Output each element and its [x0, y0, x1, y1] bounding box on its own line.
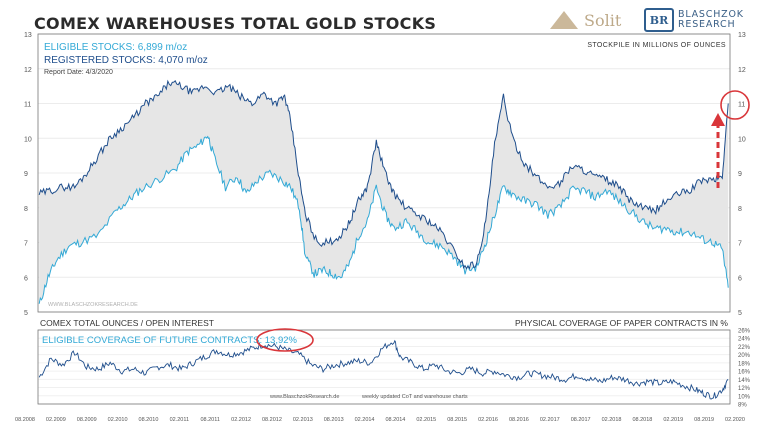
- blaschzok-logo: BR BLASCHZOK RESEARCH: [644, 6, 754, 34]
- chart-texts: ELIGIBLE STOCKS: 6,899 m/oz REGISTERED ST…: [40, 42, 728, 400]
- highlight-circle-stock: [720, 90, 750, 120]
- y-tick-label-left: 8: [24, 206, 28, 213]
- x-tick-label: 08.2014: [385, 417, 405, 423]
- x-axis: 08.2008 02.2009 08.2009 02.2010 08.2010 02.20…: [15, 417, 745, 423]
- x-tick-label: 02.2017: [540, 417, 560, 423]
- y-tick-label-right: 10: [738, 136, 746, 143]
- x-tick-label: 02.2014: [355, 417, 375, 423]
- y-tick-label-left: 10: [24, 136, 32, 143]
- top-panel-frame: [37, 33, 731, 313]
- area-between-series: [39, 80, 729, 304]
- y-tick-label-right: 5: [738, 310, 742, 317]
- x-tick-label: 08.2018: [632, 417, 652, 423]
- report-date: Report Date: 4/3/2020: [44, 69, 113, 76]
- series-line-coverage: [38, 339, 729, 400]
- y-tick-label-right: 12%: [738, 386, 751, 392]
- bottom-series-lines: [38, 339, 729, 400]
- y-tick-label-left: 9: [24, 171, 28, 178]
- y-tick-label-right: 20%: [738, 353, 751, 359]
- y-tick-label-left: 6: [24, 275, 28, 282]
- x-tick-label: 08.2017: [571, 417, 591, 423]
- solit-logo-text: Solit: [584, 10, 622, 30]
- y-tick-label-right: 26%: [738, 329, 751, 335]
- y-tick-label-right: 16%: [738, 370, 751, 376]
- bottom-panel-ylabel: PHYSICAL COVERAGE OF PAPER CONTRACTS IN …: [515, 318, 728, 328]
- bottom-panel-title: COMEX TOTAL OUNCES / OPEN INTEREST: [40, 318, 214, 328]
- x-tick-label: 08.2009: [77, 417, 97, 423]
- x-tick-label: 02.2013: [293, 417, 313, 423]
- x-tick-label: 02.2015: [416, 417, 436, 423]
- legend-registered: REGISTERED STOCKS: 4,070 m/oz: [44, 55, 208, 66]
- x-tick-label: 02.2016: [478, 417, 498, 423]
- y-tick-label-right: 8%: [738, 403, 747, 409]
- y-tick-label-left: 12: [24, 67, 32, 74]
- x-tick-label: 02.2012: [231, 417, 251, 423]
- footer-note: weekly updated CoT and warehouse charts: [361, 394, 468, 400]
- chart-frames: [37, 33, 731, 405]
- blaschzok-logo-text: BLASCHZOK RESEARCH: [678, 10, 744, 30]
- chart-title: COMEX WAREHOUSES TOTAL GOLD STOCKS: [34, 14, 437, 33]
- watermark: WWW.BLASCHZOKRESEARCH.DE: [48, 302, 138, 308]
- x-tick-label: 08.2015: [447, 417, 467, 423]
- y-tick-label-right: 10%: [738, 394, 751, 400]
- x-tick-label: 02.2018: [602, 417, 622, 423]
- bottom-y-axis: 8% 10% 12% 14% 16% 18% 20% 22% 24% 26%: [738, 329, 751, 409]
- blaschzok-logo-line2: RESEARCH: [678, 19, 736, 30]
- y-tick-label-right: 7: [738, 241, 742, 248]
- x-tick-label: 08.2019: [694, 417, 714, 423]
- solit-logo: Solit: [550, 8, 640, 32]
- y-tick-label-right: 9: [738, 171, 742, 178]
- footer-site: www.BlaschzokResearch.de: [269, 394, 339, 400]
- stock-gap-fill: [39, 80, 729, 304]
- annotations: [256, 90, 750, 352]
- y-tick-label-right: 24%: [738, 337, 751, 343]
- y-tick-label-left: 5: [24, 310, 28, 317]
- x-tick-label: 02.2019: [663, 417, 683, 423]
- x-tick-label: 08.2012: [262, 417, 282, 423]
- x-tick-label: 02.2011: [170, 417, 189, 423]
- series-line-upper: [38, 79, 729, 270]
- y-tick-label-right: 14%: [738, 378, 751, 384]
- y-tick-label-left: 13: [24, 32, 32, 39]
- x-tick-label: 08.2010: [139, 417, 159, 423]
- y-tick-label-right: 22%: [738, 345, 751, 351]
- highlight-circle-coverage: [256, 328, 314, 352]
- top-y-axis: 5 5 6 6 7 7 8 8 9 9 10 10 11 11 12 12 13 13: [24, 32, 746, 317]
- x-tick-label: 08.2013: [324, 417, 344, 423]
- x-tick-label: 08.2016: [509, 417, 529, 423]
- legend-eligible: ELIGIBLE STOCKS: 6,899 m/oz: [44, 42, 187, 53]
- x-tick-label: 08.2011: [200, 417, 219, 423]
- y-axis-title: STOCKPILE IN MILLIONS OF OUNCES: [587, 42, 726, 49]
- x-tick-label: 02.2010: [108, 417, 128, 423]
- blaschzok-emblem-icon: BR: [644, 8, 674, 32]
- x-tick-label: 02.2009: [46, 417, 66, 423]
- top-series-lines: [38, 79, 729, 304]
- legend-coverage: ELIGIBLE COVERAGE OF FUTURE CONTRACTS: 1…: [42, 335, 298, 346]
- pyramid-icon: [550, 11, 578, 29]
- y-tick-label-right: 11: [738, 102, 745, 109]
- series-line-lower: [38, 135, 729, 304]
- y-tick-label-right: 13: [738, 32, 746, 39]
- y-tick-label-right: 12: [738, 67, 746, 74]
- y-tick-label-left: 11: [24, 102, 31, 109]
- x-tick-label: 02.2020: [725, 417, 745, 423]
- y-tick-label-right: 18%: [738, 361, 751, 367]
- x-tick-label: 08.2008: [15, 417, 35, 423]
- y-tick-label-right: 6: [738, 275, 742, 282]
- y-tick-label-left: 7: [24, 241, 28, 248]
- y-tick-label-right: 8: [738, 206, 742, 213]
- arrow-head: [711, 113, 725, 126]
- bottom-panel-frame: [37, 329, 731, 405]
- blaschzok-logo-line1: BLASCHZOK: [678, 9, 744, 20]
